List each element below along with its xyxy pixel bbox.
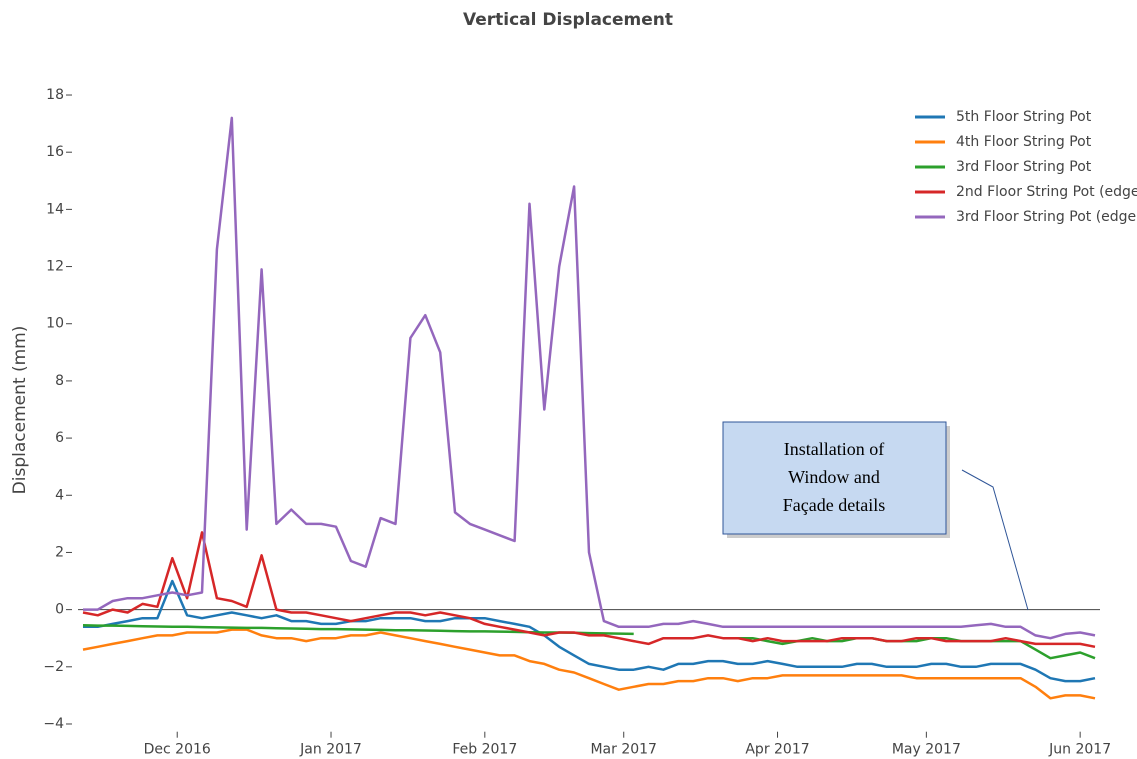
x-tick-label: Mar 2017 (590, 742, 657, 758)
annotation-arrow (961, 469, 1029, 611)
annotation-box (722, 421, 947, 535)
y-tick-label: 6 (55, 430, 64, 446)
legend-label: 3rd Floor String Pot (edge) (956, 209, 1137, 225)
y-axis-label: Displacement (mm) (10, 326, 30, 495)
y-tick-label: 0 (55, 602, 64, 618)
annotation: Installation of Window and Façade detail… (722, 421, 1029, 611)
legend-label: 2nd Floor String Pot (edge) (956, 184, 1137, 200)
legend-label: 3rd Floor String Pot (956, 159, 1092, 175)
y-tick-label: 4 (55, 487, 64, 503)
x-tick-label: Jan 2017 (299, 742, 362, 758)
legend-label: 5th Floor String Pot (956, 109, 1092, 125)
chart-title: Vertical Displacement (463, 10, 673, 30)
series-line (83, 579, 1096, 683)
annotation-text: Façade details (783, 495, 885, 515)
y-tick-label: −2 (43, 659, 64, 675)
series-line (82, 531, 1096, 649)
x-tick-label: Apr 2017 (745, 742, 809, 758)
y-tick-label: 2 (55, 544, 64, 560)
series-line (82, 628, 1096, 700)
y-tick-label: 16 (46, 144, 64, 160)
y-tick-label: 10 (46, 316, 64, 332)
y-tick-label: −4 (43, 716, 64, 732)
annotation-text: Window and (788, 467, 880, 487)
y-tick-label: 12 (46, 259, 64, 275)
y-tick-label: 18 (46, 87, 64, 103)
annotation-text: Installation of (784, 439, 884, 459)
series-line (83, 116, 1096, 640)
x-tick-label: Dec 2016 (144, 742, 211, 758)
x-tick-label: May 2017 (892, 742, 961, 758)
y-tick-label: 14 (46, 201, 64, 217)
legend-label: 4th Floor String Pot (956, 134, 1092, 150)
y-tick-label: 8 (55, 373, 64, 389)
x-tick-label: Jun 2017 (1048, 742, 1111, 758)
x-tick-label: Feb 2017 (452, 742, 517, 758)
